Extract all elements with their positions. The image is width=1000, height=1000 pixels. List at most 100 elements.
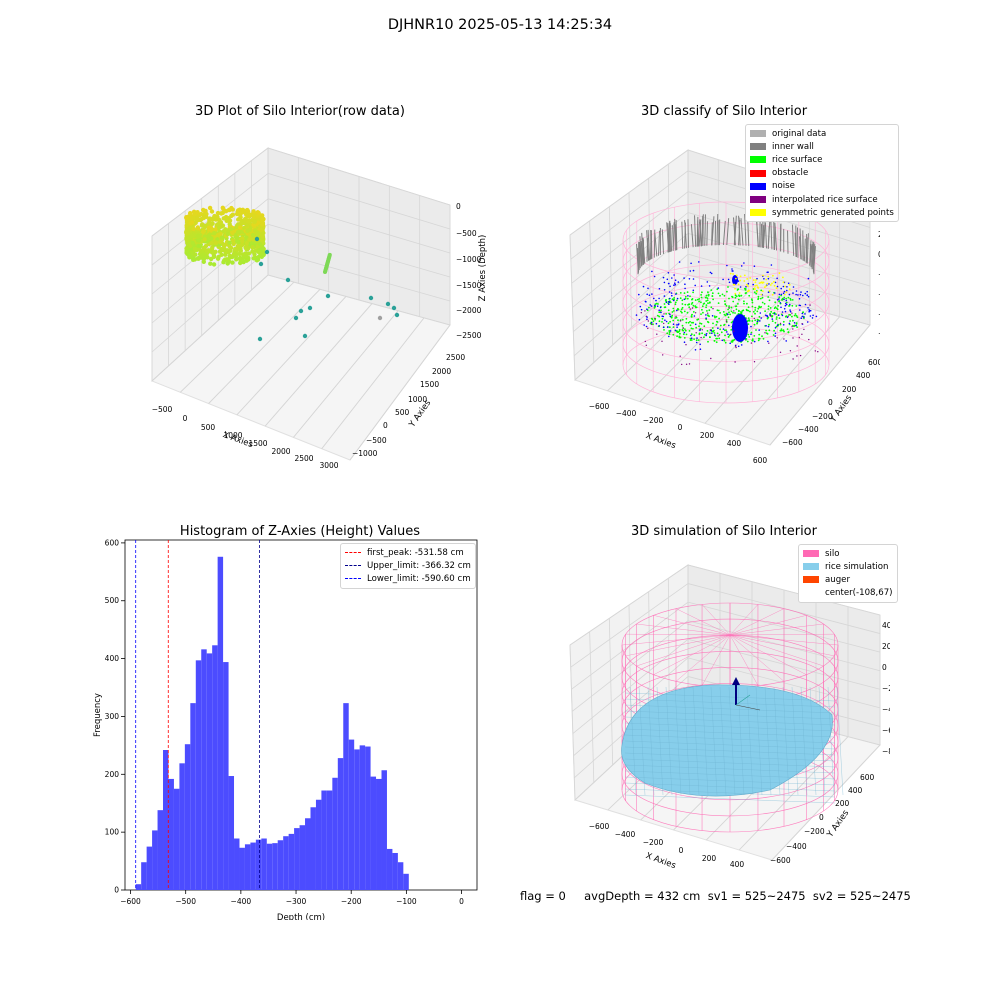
p1-data-point xyxy=(195,215,200,221)
p2-rice-point xyxy=(765,332,768,334)
p2-rice-point xyxy=(689,295,691,298)
p1-xtick-label: 0 xyxy=(183,414,188,423)
p2-noise-point xyxy=(669,330,672,332)
p4-xtick-label: 0 xyxy=(679,846,684,855)
p2-rice-point xyxy=(712,322,714,325)
p2-rice-point xyxy=(725,329,727,331)
p2-rice-point xyxy=(665,298,667,301)
p4-rice-mesh-line xyxy=(674,686,682,796)
p2-rice-point xyxy=(665,313,667,315)
p2-noise-point xyxy=(769,314,771,316)
p2-rice-point xyxy=(691,321,693,324)
p2-symmetric-point xyxy=(735,277,737,280)
legend-swatch xyxy=(803,590,819,597)
p2-noise-point xyxy=(774,281,777,284)
histogram-bar xyxy=(135,884,142,890)
p2-rice-point xyxy=(717,309,720,312)
p2-noise-point xyxy=(799,293,802,296)
p2-rice-point xyxy=(709,301,711,304)
p2-rice-point xyxy=(698,298,701,300)
p2-inner-wall-point xyxy=(805,237,808,263)
p2-rice-point xyxy=(714,316,716,319)
p2-noise-point xyxy=(728,281,731,284)
p4-rice-mesh-line xyxy=(755,686,763,796)
legend-entry: first_peak: -531.58 cm xyxy=(345,546,471,559)
p2-noise-point xyxy=(684,283,686,285)
p2-rice-point xyxy=(706,320,709,323)
legend-label: noise xyxy=(772,181,795,192)
p2-interpolated-point xyxy=(695,332,697,334)
p2-noise-point xyxy=(795,290,798,292)
p2-interpolated-point xyxy=(730,333,732,336)
p2-rice-point xyxy=(775,316,778,318)
p1-data-point xyxy=(215,210,221,216)
p2-interpolated-point xyxy=(710,357,712,360)
p1-data-point xyxy=(298,308,304,314)
legend-label: Lower_limit: -590.60 cm xyxy=(367,573,471,584)
histogram-bar xyxy=(343,703,349,890)
p2-rice-point xyxy=(735,295,738,298)
legend-entry: auger xyxy=(803,573,893,586)
p2-noise-point xyxy=(672,299,675,302)
p2-rice-point xyxy=(686,291,689,293)
p2-rice-point xyxy=(727,336,730,338)
p4-rice-mesh-line xyxy=(624,752,836,762)
histogram-bar xyxy=(332,777,338,890)
p1-xtick-label: −500 xyxy=(152,405,173,414)
p2-interpolated-point xyxy=(691,307,694,309)
p2-noise-point xyxy=(676,324,678,326)
p2-rice-point xyxy=(778,296,781,298)
p2-inner-wall-point xyxy=(649,230,652,260)
p2-grid-line xyxy=(737,316,840,435)
p2-rice-point xyxy=(730,310,733,313)
p2-symmetric-point xyxy=(788,283,791,286)
p2-symmetric-point xyxy=(739,275,742,278)
p2-noise-point xyxy=(795,293,797,296)
p4-xtick-label: 400 xyxy=(730,860,745,869)
p4-ylabel: Y Axies xyxy=(825,808,852,840)
p2-noise-point xyxy=(665,320,668,323)
p2-noise-point xyxy=(640,308,643,311)
p2-noise-point xyxy=(684,287,686,290)
p2-noise-point xyxy=(789,303,791,306)
p1-grid-line xyxy=(267,173,451,230)
legend-entry: noise xyxy=(750,180,894,193)
p2-rice-point xyxy=(744,289,747,291)
p2-rice-point xyxy=(677,331,680,333)
p4-ytick-label: 0 xyxy=(819,813,824,822)
legend-entry: silo xyxy=(803,547,893,560)
p2-noise-point xyxy=(797,294,799,296)
p2-inner-wall-point xyxy=(812,241,815,273)
p1-data-point xyxy=(227,222,232,227)
p4-rice-mesh-line xyxy=(624,776,836,786)
p4-rice-mesh-line xyxy=(624,788,836,798)
p2-rice-point xyxy=(774,301,777,304)
p2-rice-point xyxy=(724,341,727,344)
p1-data-point xyxy=(193,252,198,257)
p2-rice-point xyxy=(754,319,757,322)
p2-rice-point xyxy=(654,303,657,306)
p2-noise-point xyxy=(664,319,666,321)
p2-inner-wall-point xyxy=(647,229,650,261)
p1-data-point xyxy=(224,257,229,262)
p2-noise-point xyxy=(635,314,638,316)
p2-noise-point xyxy=(653,275,656,278)
p2-inner-wall-point xyxy=(770,218,773,250)
p2-noise-point xyxy=(728,324,730,327)
p2-rice-point xyxy=(692,304,695,307)
p2-rice-point xyxy=(785,297,788,300)
p4-ytick-label: 200 xyxy=(835,799,850,808)
p4-rice-mesh-line xyxy=(624,722,836,732)
p2-interpolated-point xyxy=(651,323,653,326)
p2-rice-point xyxy=(712,298,714,301)
p2-rice-point xyxy=(706,299,709,302)
p2-interpolated-point xyxy=(663,322,665,325)
p2-rice-point xyxy=(707,291,709,294)
p1-data-point xyxy=(250,249,255,254)
p2-ytick-label: 0 xyxy=(828,398,833,407)
p2-interpolated-point xyxy=(700,336,702,339)
p2-rice-point xyxy=(686,311,689,314)
p1-data-point xyxy=(235,244,240,249)
p2-rice-point xyxy=(660,309,662,312)
p2-rice-point xyxy=(747,323,750,325)
